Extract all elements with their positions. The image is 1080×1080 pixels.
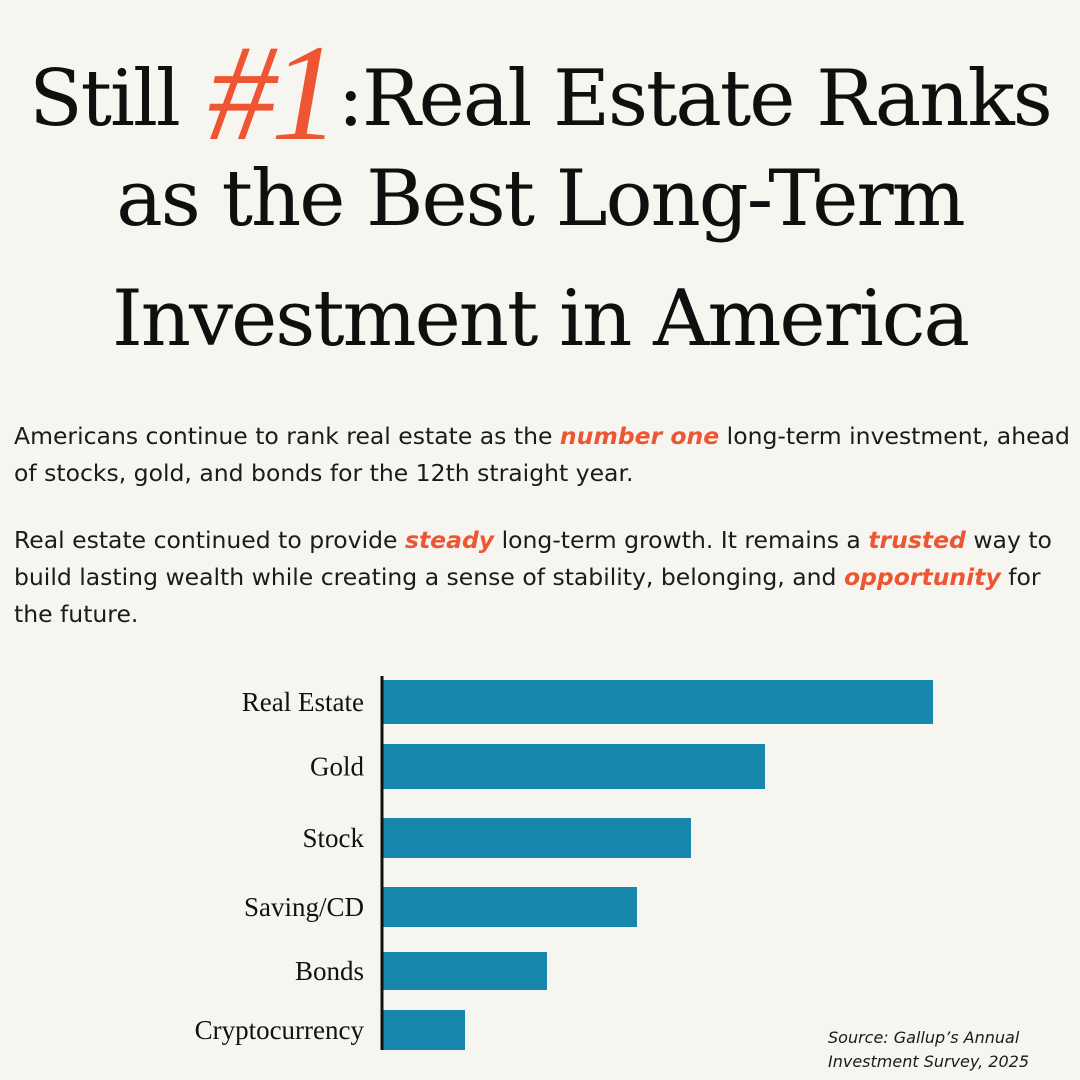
bar-stock bbox=[383, 818, 691, 858]
growth-text-4: for the future. bbox=[14, 563, 1041, 628]
category-label-saving-cd: Saving/CD bbox=[244, 892, 364, 922]
title-line-3: Investment in America bbox=[112, 274, 970, 364]
title-line-1-rest: :Real Estate Ranks bbox=[337, 54, 1053, 144]
source-line-1: Source: Gallup’s Annual bbox=[828, 1028, 1020, 1047]
investment-ranking-chart: Real Estate Gold Stock Saving/CD Bonds Crypto… bbox=[195, 676, 933, 1050]
bar-gold bbox=[383, 744, 765, 789]
growth-text-3: way to build lasting wealth while creati… bbox=[14, 526, 1052, 591]
bar-saving-cd bbox=[383, 887, 637, 927]
title-line-1: Still #1:Real Estate Ranks bbox=[0, 16, 1080, 169]
growth-text-2: long-term growth. It remains a bbox=[494, 526, 869, 554]
number-one-highlight: #1 bbox=[207, 16, 340, 169]
title-prefix: Still bbox=[29, 54, 202, 144]
emphasis-trusted: trusted bbox=[868, 526, 966, 554]
category-label-gold: Gold bbox=[310, 752, 365, 782]
intro-paragraph: Americans continue to rank real estate a… bbox=[14, 418, 1080, 492]
category-label-real-estate: Real Estate bbox=[242, 687, 364, 717]
growth-paragraph: Real estate continued to provide steady … bbox=[14, 522, 1080, 633]
title-line-2: as the Best Long-Term bbox=[116, 154, 965, 244]
emphasis-steady: steady bbox=[404, 526, 495, 554]
bar-cryptocurrency bbox=[383, 1010, 465, 1050]
intro-text-1: Americans continue to rank real estate a… bbox=[14, 422, 560, 450]
category-label-stock: Stock bbox=[302, 823, 364, 853]
growth-text-1: Real estate continued to provide bbox=[14, 526, 405, 554]
category-label-cryptocurrency: Cryptocurrency bbox=[195, 1015, 365, 1045]
intro-text-2: long-term investment, ahead of stocks, g… bbox=[14, 422, 1070, 487]
source-note: Source: Gallup’s Annual Investment Survey… bbox=[828, 1026, 1068, 1074]
category-label-bonds: Bonds bbox=[295, 956, 364, 986]
emphasis-number-one: number one bbox=[559, 422, 720, 450]
bar-real-estate bbox=[383, 680, 933, 724]
bar-bonds bbox=[383, 952, 547, 990]
source-line-2: Investment Survey, 2025 bbox=[828, 1052, 1030, 1071]
emphasis-opportunity: opportunity bbox=[843, 563, 1001, 591]
